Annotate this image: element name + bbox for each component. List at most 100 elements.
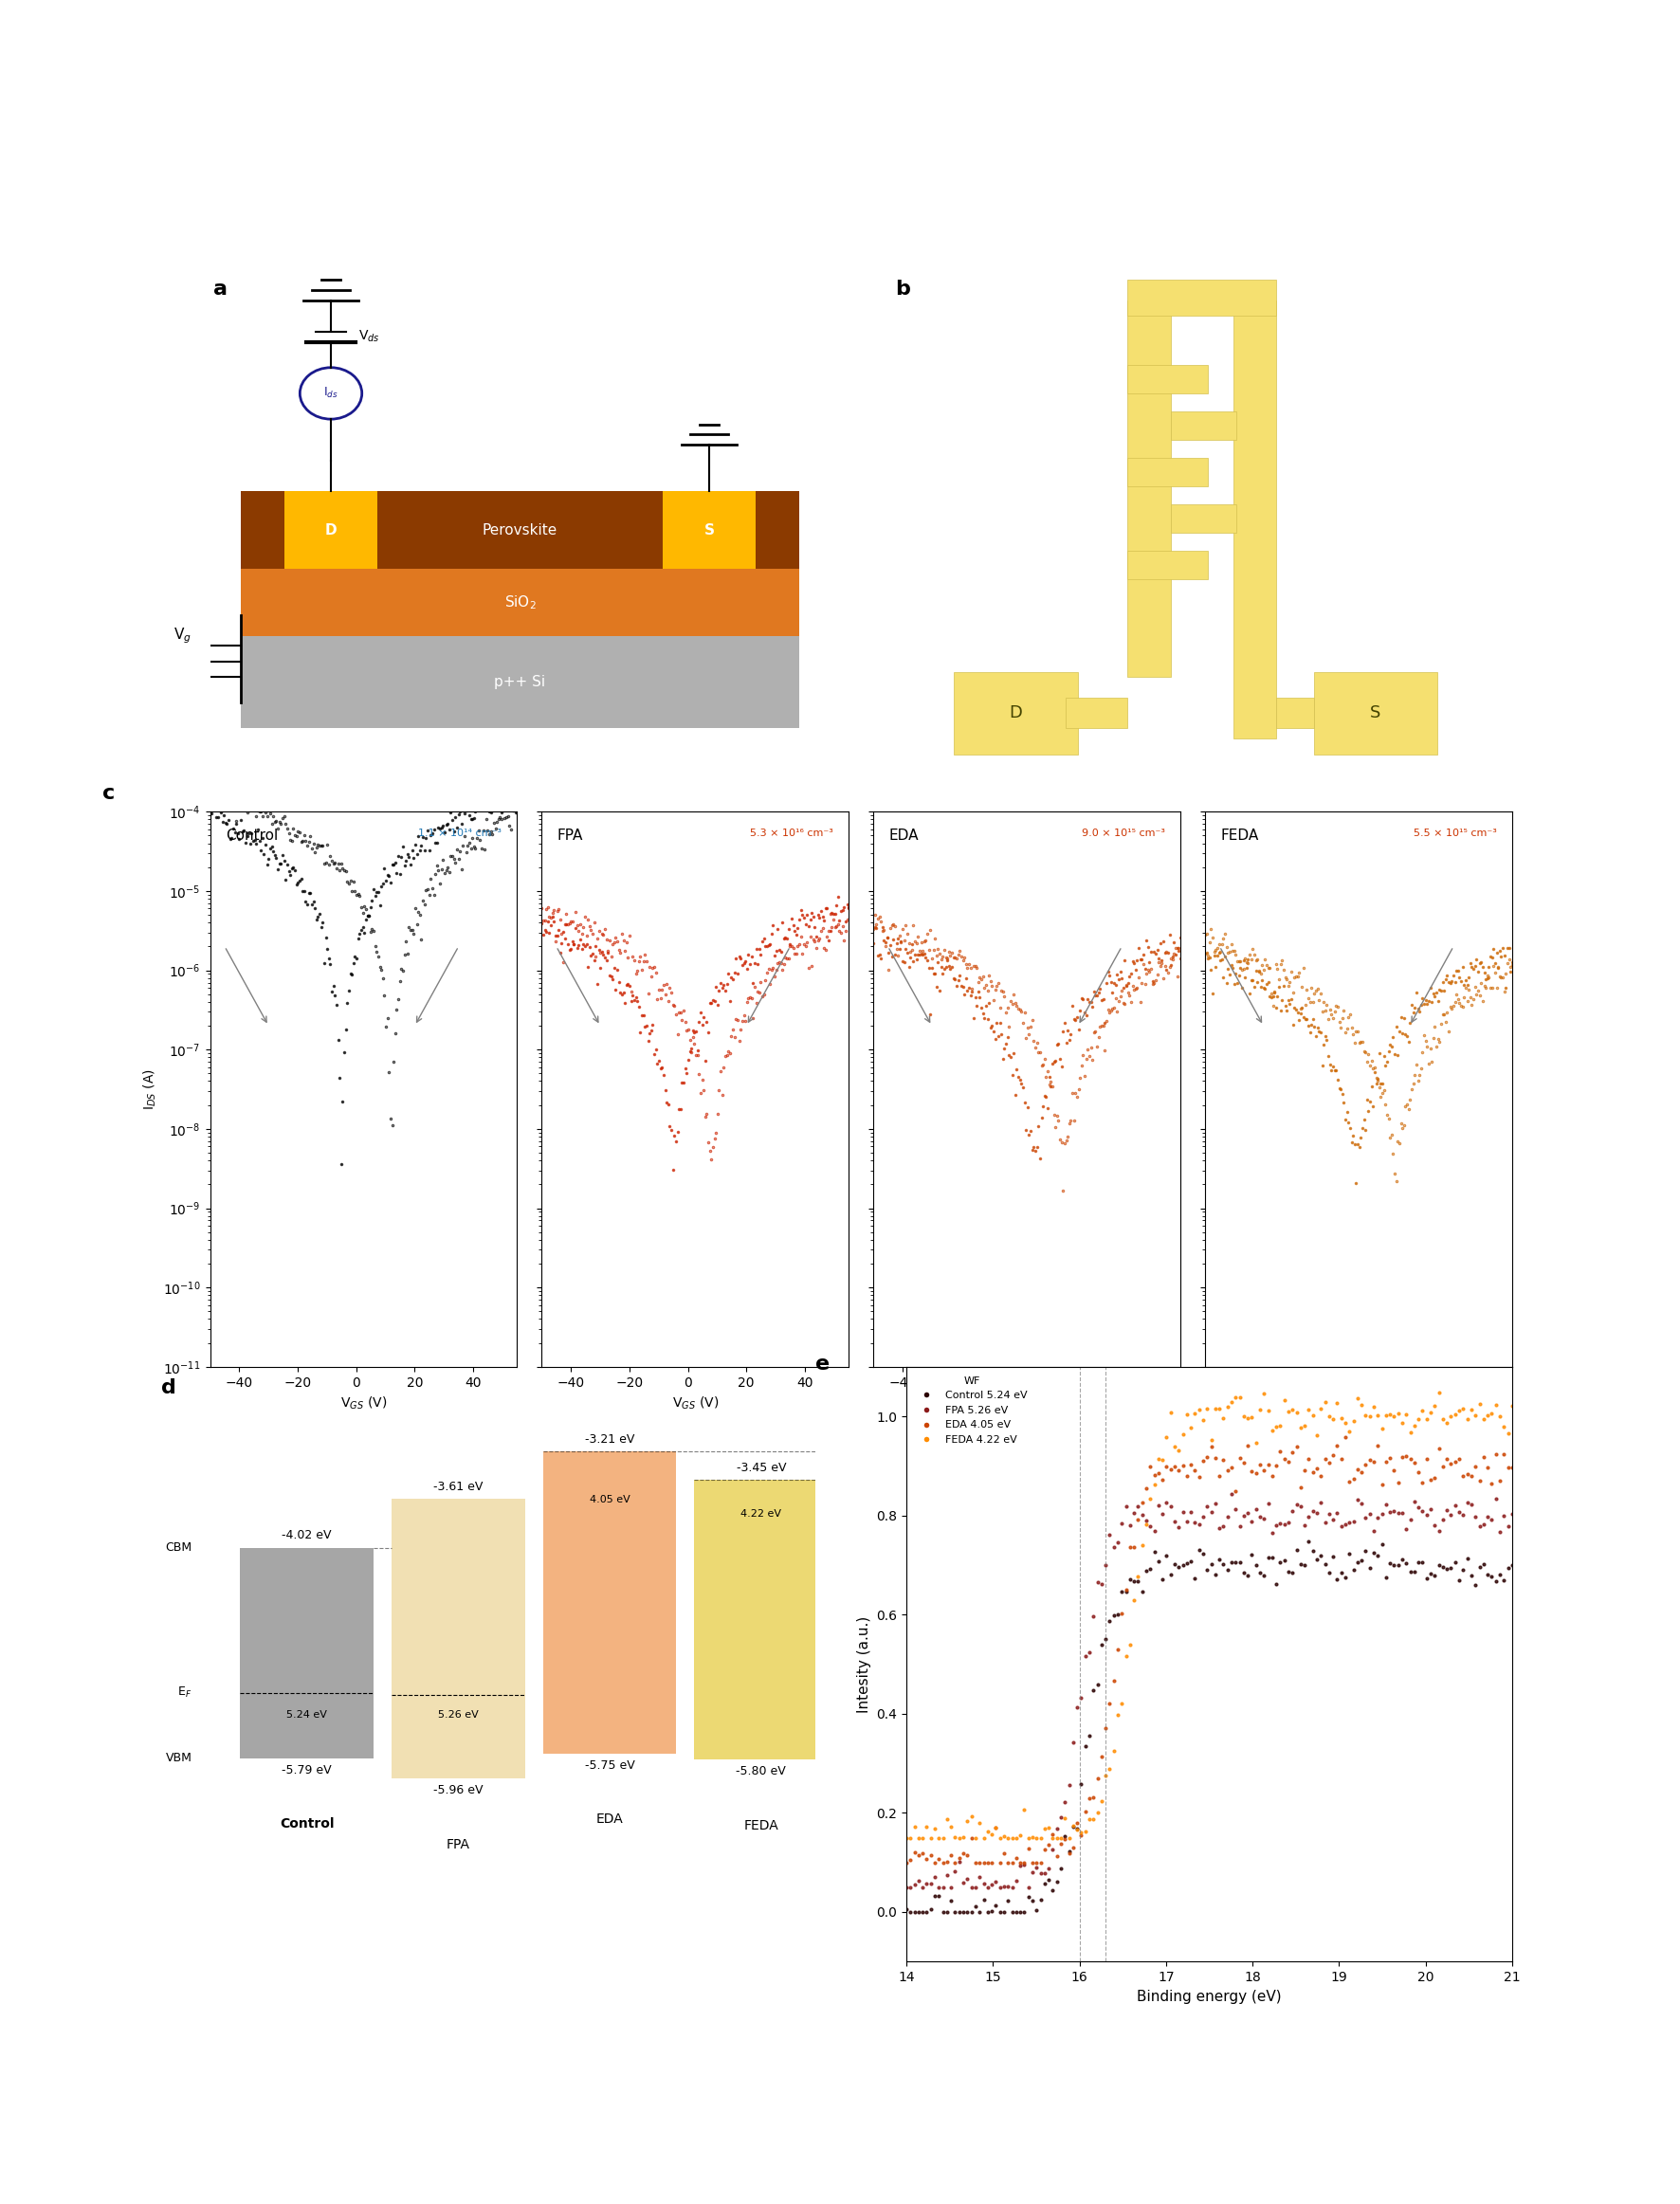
Text: EDA: EDA — [596, 1814, 623, 1827]
Text: -3.21 eV: -3.21 eV — [585, 1433, 635, 1446]
Point — [1458, 1558, 1485, 1593]
Point — [1149, 1441, 1176, 1477]
Point — [1129, 1574, 1156, 1609]
Point — [1275, 1505, 1302, 1541]
Point — [1250, 1558, 1277, 1593]
Point — [954, 1895, 981, 1931]
Point — [1247, 1391, 1273, 1426]
Point — [929, 1869, 956, 1904]
FancyBboxPatch shape — [1171, 505, 1236, 533]
Point — [1499, 1389, 1525, 1424]
Point — [1181, 1452, 1208, 1488]
Point — [1124, 1501, 1151, 1536]
Point — [1320, 1538, 1347, 1574]
Text: a: a — [213, 280, 227, 300]
Point — [1320, 1402, 1347, 1437]
Point — [1275, 1393, 1302, 1428]
Point — [1344, 1380, 1371, 1415]
Point — [1226, 1545, 1253, 1580]
Point — [1278, 1492, 1305, 1527]
Point — [1238, 1400, 1265, 1435]
Point — [1255, 1485, 1282, 1521]
Point — [1015, 1880, 1042, 1915]
Point — [983, 1865, 1010, 1900]
Point — [1267, 1545, 1294, 1580]
Point — [894, 1869, 921, 1904]
Point — [1015, 1869, 1042, 1904]
Point — [1284, 1532, 1310, 1567]
Point — [1453, 1457, 1480, 1492]
Point — [1389, 1494, 1416, 1530]
Point — [1011, 1847, 1038, 1882]
FancyBboxPatch shape — [240, 1547, 373, 1759]
Point — [1173, 1503, 1200, 1538]
Point — [1462, 1499, 1488, 1534]
Text: V$_{ds}$: V$_{ds}$ — [360, 328, 380, 344]
FancyBboxPatch shape — [1277, 696, 1314, 727]
Point — [1132, 1503, 1159, 1538]
Text: FEDA: FEDA — [744, 1818, 778, 1832]
Point — [914, 1840, 941, 1876]
Point — [1095, 1516, 1122, 1552]
Point — [1450, 1391, 1477, 1426]
Point — [983, 1809, 1010, 1845]
Point — [937, 1882, 964, 1917]
Point — [1425, 1375, 1452, 1411]
Point — [1433, 1441, 1460, 1477]
Point — [1250, 1501, 1277, 1536]
Point — [1410, 1545, 1436, 1580]
Text: CBM: CBM — [165, 1541, 192, 1554]
Point — [1129, 1497, 1156, 1532]
Point — [1206, 1391, 1233, 1426]
Point — [1336, 1505, 1362, 1541]
Point — [1043, 1812, 1070, 1847]
Point — [934, 1845, 961, 1880]
FancyBboxPatch shape — [391, 1499, 524, 1779]
Point — [1341, 1461, 1368, 1497]
Point — [1055, 1768, 1082, 1803]
Point — [1441, 1545, 1468, 1580]
Point — [1238, 1536, 1265, 1571]
Point — [1181, 1560, 1208, 1596]
Point — [1418, 1492, 1445, 1527]
Text: SiO$_2$: SiO$_2$ — [504, 593, 536, 611]
Point — [1470, 1508, 1497, 1543]
Point — [1026, 1856, 1053, 1891]
Point — [949, 1836, 976, 1871]
Point — [978, 1893, 1005, 1928]
Point — [1149, 1497, 1176, 1532]
Point — [1258, 1541, 1285, 1576]
Point — [1080, 1600, 1107, 1635]
Point — [1146, 1543, 1173, 1578]
Point — [1438, 1549, 1465, 1585]
Point — [1100, 1664, 1127, 1699]
Point — [1063, 1690, 1090, 1726]
Point — [1267, 1505, 1294, 1541]
Point — [1032, 1867, 1058, 1902]
Point — [1178, 1411, 1205, 1446]
Point — [946, 1845, 973, 1880]
FancyBboxPatch shape — [1127, 458, 1208, 487]
Point — [1292, 1547, 1319, 1582]
Point — [934, 1801, 961, 1836]
Point — [1112, 1571, 1139, 1607]
Point — [1401, 1446, 1428, 1481]
Point — [1137, 1481, 1164, 1516]
Point — [1336, 1463, 1362, 1499]
Point — [1458, 1459, 1485, 1494]
Point — [1307, 1538, 1334, 1574]
Point — [1376, 1397, 1403, 1433]
Point — [1003, 1895, 1030, 1931]
Point — [1263, 1448, 1290, 1483]
Point — [1284, 1488, 1310, 1523]
Point — [1089, 1783, 1116, 1818]
Point — [1210, 1547, 1236, 1582]
Point — [1181, 1395, 1208, 1430]
Point — [1169, 1448, 1196, 1483]
Point — [1060, 1809, 1087, 1845]
Point — [1055, 1836, 1082, 1871]
Text: E$_F$: E$_F$ — [178, 1686, 192, 1699]
Point — [942, 1845, 969, 1880]
Point — [1373, 1560, 1399, 1596]
Point — [1384, 1395, 1411, 1430]
